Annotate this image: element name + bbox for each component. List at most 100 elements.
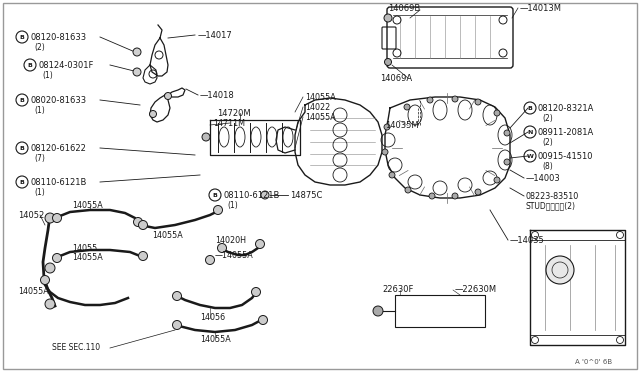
Circle shape	[384, 14, 392, 22]
Circle shape	[45, 263, 55, 273]
Text: (8): (8)	[542, 161, 553, 170]
Circle shape	[52, 253, 61, 263]
Text: 14720M: 14720M	[217, 109, 251, 118]
Text: (1): (1)	[42, 71, 52, 80]
Text: 14020H: 14020H	[215, 235, 246, 244]
Text: 08124-0301F: 08124-0301F	[38, 61, 93, 70]
Circle shape	[202, 133, 210, 141]
Text: 08110-6121B: 08110-6121B	[223, 190, 280, 199]
Text: B: B	[28, 62, 33, 67]
Text: 14711M: 14711M	[213, 119, 245, 128]
Circle shape	[261, 191, 269, 199]
Text: 14069B: 14069B	[388, 3, 420, 13]
Text: 14055A: 14055A	[200, 336, 231, 344]
Text: (2): (2)	[542, 113, 553, 122]
Text: B: B	[20, 180, 24, 185]
Circle shape	[373, 306, 383, 316]
Text: A '0^0' 6B: A '0^0' 6B	[575, 359, 612, 365]
Text: B: B	[20, 145, 24, 151]
Circle shape	[475, 99, 481, 105]
Text: B: B	[212, 192, 218, 198]
Circle shape	[40, 276, 49, 285]
Circle shape	[164, 93, 172, 99]
Circle shape	[405, 187, 411, 193]
Circle shape	[546, 256, 574, 284]
Circle shape	[45, 213, 55, 223]
Circle shape	[52, 214, 61, 222]
Text: 14055A: 14055A	[152, 231, 183, 240]
Circle shape	[427, 97, 433, 103]
Circle shape	[214, 205, 223, 215]
Text: —14003: —14003	[526, 173, 561, 183]
Circle shape	[384, 124, 390, 130]
Text: (1): (1)	[34, 187, 45, 196]
Bar	[395, 295, 485, 327]
Text: 08223-83510: 08223-83510	[526, 192, 579, 201]
Circle shape	[259, 315, 268, 324]
Text: B: B	[527, 106, 532, 110]
Circle shape	[173, 321, 182, 330]
Circle shape	[252, 288, 260, 296]
Text: 08110-6121B: 08110-6121B	[30, 177, 86, 186]
Circle shape	[134, 218, 143, 227]
Text: SEE SEC.110: SEE SEC.110	[52, 343, 100, 353]
Text: 14055A: 14055A	[72, 201, 103, 209]
Text: 14069A: 14069A	[380, 74, 412, 83]
Circle shape	[385, 58, 392, 65]
Text: B: B	[20, 97, 24, 103]
Text: B: B	[20, 35, 24, 39]
Text: 22630F: 22630F	[382, 285, 413, 295]
Circle shape	[504, 130, 510, 136]
Circle shape	[504, 159, 510, 165]
Circle shape	[255, 240, 264, 248]
Text: 14056: 14056	[200, 314, 225, 323]
Circle shape	[133, 68, 141, 76]
Text: 14052: 14052	[18, 211, 44, 219]
Text: —22630M: —22630M	[455, 285, 497, 295]
Text: 08120-81633: 08120-81633	[30, 32, 86, 42]
Circle shape	[475, 189, 481, 195]
Circle shape	[429, 193, 435, 199]
Text: N: N	[527, 129, 532, 135]
Text: 14055A: 14055A	[72, 253, 103, 263]
Circle shape	[494, 110, 500, 116]
Text: 14055A: 14055A	[18, 288, 49, 296]
Circle shape	[205, 256, 214, 264]
Text: —14055A: —14055A	[215, 250, 253, 260]
Text: —14035: —14035	[510, 235, 545, 244]
Text: 00915-41510: 00915-41510	[538, 151, 593, 160]
Text: W: W	[527, 154, 533, 158]
Text: STUDスタッド(2): STUDスタッド(2)	[526, 202, 576, 211]
Circle shape	[173, 292, 182, 301]
Circle shape	[45, 299, 55, 309]
Circle shape	[218, 244, 227, 253]
Circle shape	[452, 193, 458, 199]
Text: 08120-8321A: 08120-8321A	[538, 103, 595, 112]
Text: 08120-61622: 08120-61622	[30, 144, 86, 153]
Text: 08911-2081A: 08911-2081A	[538, 128, 595, 137]
Circle shape	[138, 251, 147, 260]
Text: (7): (7)	[34, 154, 45, 163]
Text: (1): (1)	[34, 106, 45, 115]
Text: (1): (1)	[227, 201, 237, 209]
Circle shape	[150, 110, 157, 118]
Text: —14013M: —14013M	[520, 3, 562, 13]
Circle shape	[133, 48, 141, 56]
Text: 14055: 14055	[72, 244, 97, 253]
Text: (2): (2)	[34, 42, 45, 51]
Circle shape	[138, 221, 147, 230]
Text: 14875C: 14875C	[290, 190, 323, 199]
Text: 08020-81633: 08020-81633	[30, 96, 86, 105]
Text: 14055A: 14055A	[305, 93, 336, 102]
Circle shape	[382, 149, 388, 155]
Text: —14017: —14017	[198, 31, 233, 39]
Text: 14022: 14022	[305, 103, 330, 112]
Text: —14018: —14018	[200, 90, 235, 99]
Text: 14055A: 14055A	[305, 112, 336, 122]
Circle shape	[404, 104, 410, 110]
Circle shape	[452, 96, 458, 102]
Circle shape	[494, 177, 500, 183]
Circle shape	[389, 172, 395, 178]
Text: (2): (2)	[542, 138, 553, 147]
Text: 14035M: 14035M	[385, 121, 419, 129]
